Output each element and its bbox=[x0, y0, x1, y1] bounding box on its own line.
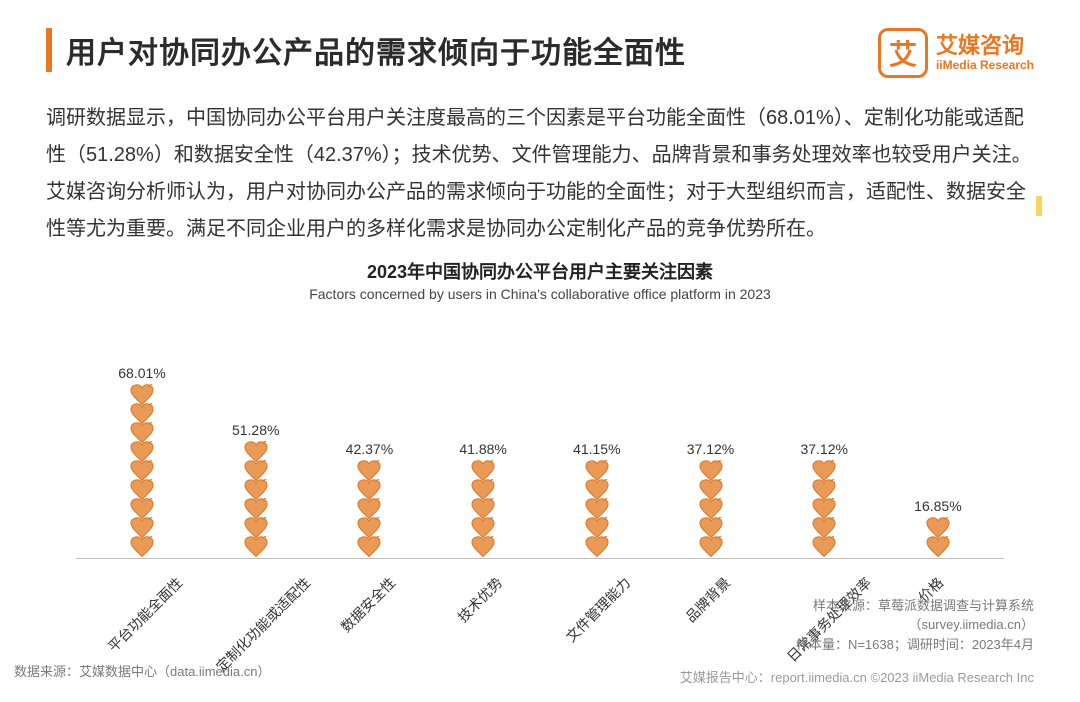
title-block: 用户对协同办公产品的需求倾向于功能全面性 bbox=[46, 28, 686, 72]
heart-icon bbox=[811, 460, 837, 482]
heart-icon bbox=[129, 460, 155, 482]
bar-column: 51.28% bbox=[210, 422, 302, 558]
heart-icon bbox=[243, 536, 269, 558]
heart-icon bbox=[925, 517, 951, 539]
footer-right: 样本来源：草莓派数据调查与计算系统 （survey.iimedia.cn） 样本… bbox=[796, 596, 1034, 655]
bar-value-label: 41.15% bbox=[573, 441, 620, 457]
bar-category-label: 品牌背景 bbox=[681, 573, 777, 669]
footer-right-line3: 样本量：N=1638；调研时间：2023年4月 bbox=[796, 635, 1034, 655]
bar-value-label: 37.12% bbox=[800, 441, 847, 457]
bar-heart-stack bbox=[811, 463, 837, 558]
bar-heart-stack bbox=[243, 444, 269, 558]
heart-icon bbox=[698, 536, 724, 558]
logo-text-cn: 艾媒咨询 bbox=[936, 34, 1034, 58]
heart-icon bbox=[470, 479, 496, 501]
chart-title-cn: 2023年中国协同办公平台用户主要关注因素 bbox=[46, 258, 1034, 284]
heart-icon bbox=[356, 536, 382, 558]
heart-icon bbox=[470, 536, 496, 558]
chart-title-en: Factors concerned by users in China's co… bbox=[46, 286, 1034, 302]
heart-icon bbox=[243, 441, 269, 463]
heart-icon bbox=[243, 517, 269, 539]
heart-icon bbox=[470, 498, 496, 520]
bar-heart-stack bbox=[698, 463, 724, 558]
heart-icon bbox=[470, 517, 496, 539]
bar-column: 37.12% bbox=[778, 441, 870, 558]
bar-category-label: 技术优势 bbox=[453, 573, 549, 669]
bars-row: 68.01% 51.28% 42.37% 41.88% 41.15% 37.12% 37.1… bbox=[76, 308, 1004, 558]
heart-icon bbox=[698, 460, 724, 482]
label-column: 文件管理能力 bbox=[551, 563, 643, 643]
footer-right-line1: 样本来源：草莓派数据调查与计算系统 bbox=[796, 596, 1034, 616]
header-row: 用户对协同办公产品的需求倾向于功能全面性 艾 艾媒咨询 iiMedia Rese… bbox=[46, 28, 1034, 78]
footer-copyright: 艾媒报告中心：report.iimedia.cn ©2023 iiMedia R… bbox=[680, 667, 1034, 686]
page-title: 用户对协同办公产品的需求倾向于功能全面性 bbox=[66, 28, 686, 72]
heart-icon bbox=[129, 536, 155, 558]
bar-heart-stack bbox=[584, 463, 610, 558]
bar-column: 68.01% bbox=[96, 365, 188, 558]
bar-column: 42.37% bbox=[323, 441, 415, 558]
label-column: 平台功能全面性 bbox=[96, 563, 188, 643]
bar-column: 37.12% bbox=[665, 441, 757, 558]
heart-icon bbox=[811, 517, 837, 539]
heart-icon bbox=[698, 517, 724, 539]
heart-icon bbox=[811, 479, 837, 501]
heart-icon bbox=[356, 498, 382, 520]
logo: 艾 艾媒咨询 iiMedia Research bbox=[878, 28, 1034, 78]
heart-icon bbox=[129, 384, 155, 406]
heart-icon bbox=[584, 479, 610, 501]
heart-icon bbox=[811, 498, 837, 520]
logo-text-en: iiMedia Research bbox=[936, 58, 1034, 72]
title-accent-bar bbox=[46, 28, 52, 72]
heart-icon bbox=[925, 536, 951, 558]
heart-icon bbox=[129, 403, 155, 425]
heart-icon bbox=[129, 498, 155, 520]
bar-value-label: 51.28% bbox=[232, 422, 279, 438]
heart-icon bbox=[129, 479, 155, 501]
body-paragraph: 调研数据显示，中国协同办公平台用户关注度最高的三个因素是平台功能全面性（68.0… bbox=[46, 100, 1034, 248]
logo-text-block: 艾媒咨询 iiMedia Research bbox=[936, 34, 1034, 72]
bar-category-label: 数据安全性 bbox=[337, 573, 443, 679]
bar-column: 41.88% bbox=[437, 441, 529, 558]
heart-icon bbox=[129, 441, 155, 463]
heart-icon bbox=[470, 460, 496, 482]
heart-icon bbox=[698, 498, 724, 520]
page-root: 用户对协同办公产品的需求倾向于功能全面性 艾 艾媒咨询 iiMedia Rese… bbox=[0, 0, 1080, 702]
bar-column: 41.15% bbox=[551, 441, 643, 558]
heart-icon bbox=[356, 479, 382, 501]
footer-left: 数据来源：艾媒数据中心（data.iimedia.cn） bbox=[14, 661, 270, 680]
bar-category-label: 文件管理能力 bbox=[561, 573, 677, 689]
bar-value-label: 41.88% bbox=[459, 441, 506, 457]
bar-heart-stack bbox=[356, 463, 382, 558]
label-column: 品牌背景 bbox=[665, 563, 757, 643]
bar-value-label: 42.37% bbox=[346, 441, 393, 457]
heart-icon bbox=[698, 479, 724, 501]
bar-value-label: 68.01% bbox=[118, 365, 165, 381]
chart-area: 2023年中国协同办公平台用户主要关注因素 Factors concerned … bbox=[46, 258, 1034, 648]
bar-value-label: 37.12% bbox=[687, 441, 734, 457]
heart-icon bbox=[243, 460, 269, 482]
heart-icon bbox=[356, 517, 382, 539]
logo-mark-icon: 艾 bbox=[878, 28, 928, 78]
bar-value-label: 16.85% bbox=[914, 498, 961, 514]
footer-right-line2: （survey.iimedia.cn） bbox=[796, 615, 1034, 635]
label-column: 技术优势 bbox=[437, 563, 529, 643]
heart-icon bbox=[129, 517, 155, 539]
bar-heart-stack bbox=[129, 387, 155, 558]
heart-icon bbox=[356, 460, 382, 482]
heart-icon bbox=[243, 479, 269, 501]
heart-icon bbox=[584, 498, 610, 520]
heart-icon bbox=[129, 422, 155, 444]
heart-icon bbox=[243, 498, 269, 520]
bar-heart-stack bbox=[925, 520, 951, 558]
bar-column: 16.85% bbox=[892, 498, 984, 558]
heart-icon bbox=[584, 460, 610, 482]
heart-icon bbox=[584, 517, 610, 539]
heart-icon bbox=[811, 536, 837, 558]
bar-heart-stack bbox=[470, 463, 496, 558]
chart-baseline bbox=[76, 558, 1004, 559]
heart-icon bbox=[584, 536, 610, 558]
